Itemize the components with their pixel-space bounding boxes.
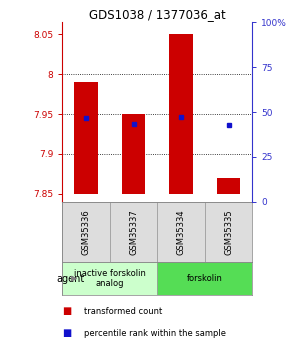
Text: ■: ■: [62, 306, 72, 316]
Bar: [157, 202, 205, 262]
Text: GSM35337: GSM35337: [129, 209, 138, 255]
Text: agent: agent: [57, 274, 85, 284]
Text: GSM35336: GSM35336: [81, 209, 90, 255]
Bar: [205, 202, 252, 262]
Bar: [157, 262, 252, 295]
Title: GDS1038 / 1377036_at: GDS1038 / 1377036_at: [89, 8, 226, 21]
Bar: [217, 178, 240, 194]
Bar: [62, 262, 157, 295]
Bar: [122, 114, 146, 194]
Text: transformed count: transformed count: [84, 307, 162, 316]
Text: inactive forskolin
analog: inactive forskolin analog: [74, 269, 146, 288]
Text: GSM35334: GSM35334: [177, 209, 186, 255]
Text: percentile rank within the sample: percentile rank within the sample: [84, 329, 226, 338]
Bar: [169, 34, 193, 194]
Text: forskolin: forskolin: [187, 274, 223, 283]
Bar: [62, 202, 110, 262]
Bar: [74, 82, 98, 194]
Text: ■: ■: [62, 328, 72, 338]
Bar: [110, 202, 157, 262]
Text: GSM35335: GSM35335: [224, 209, 233, 255]
